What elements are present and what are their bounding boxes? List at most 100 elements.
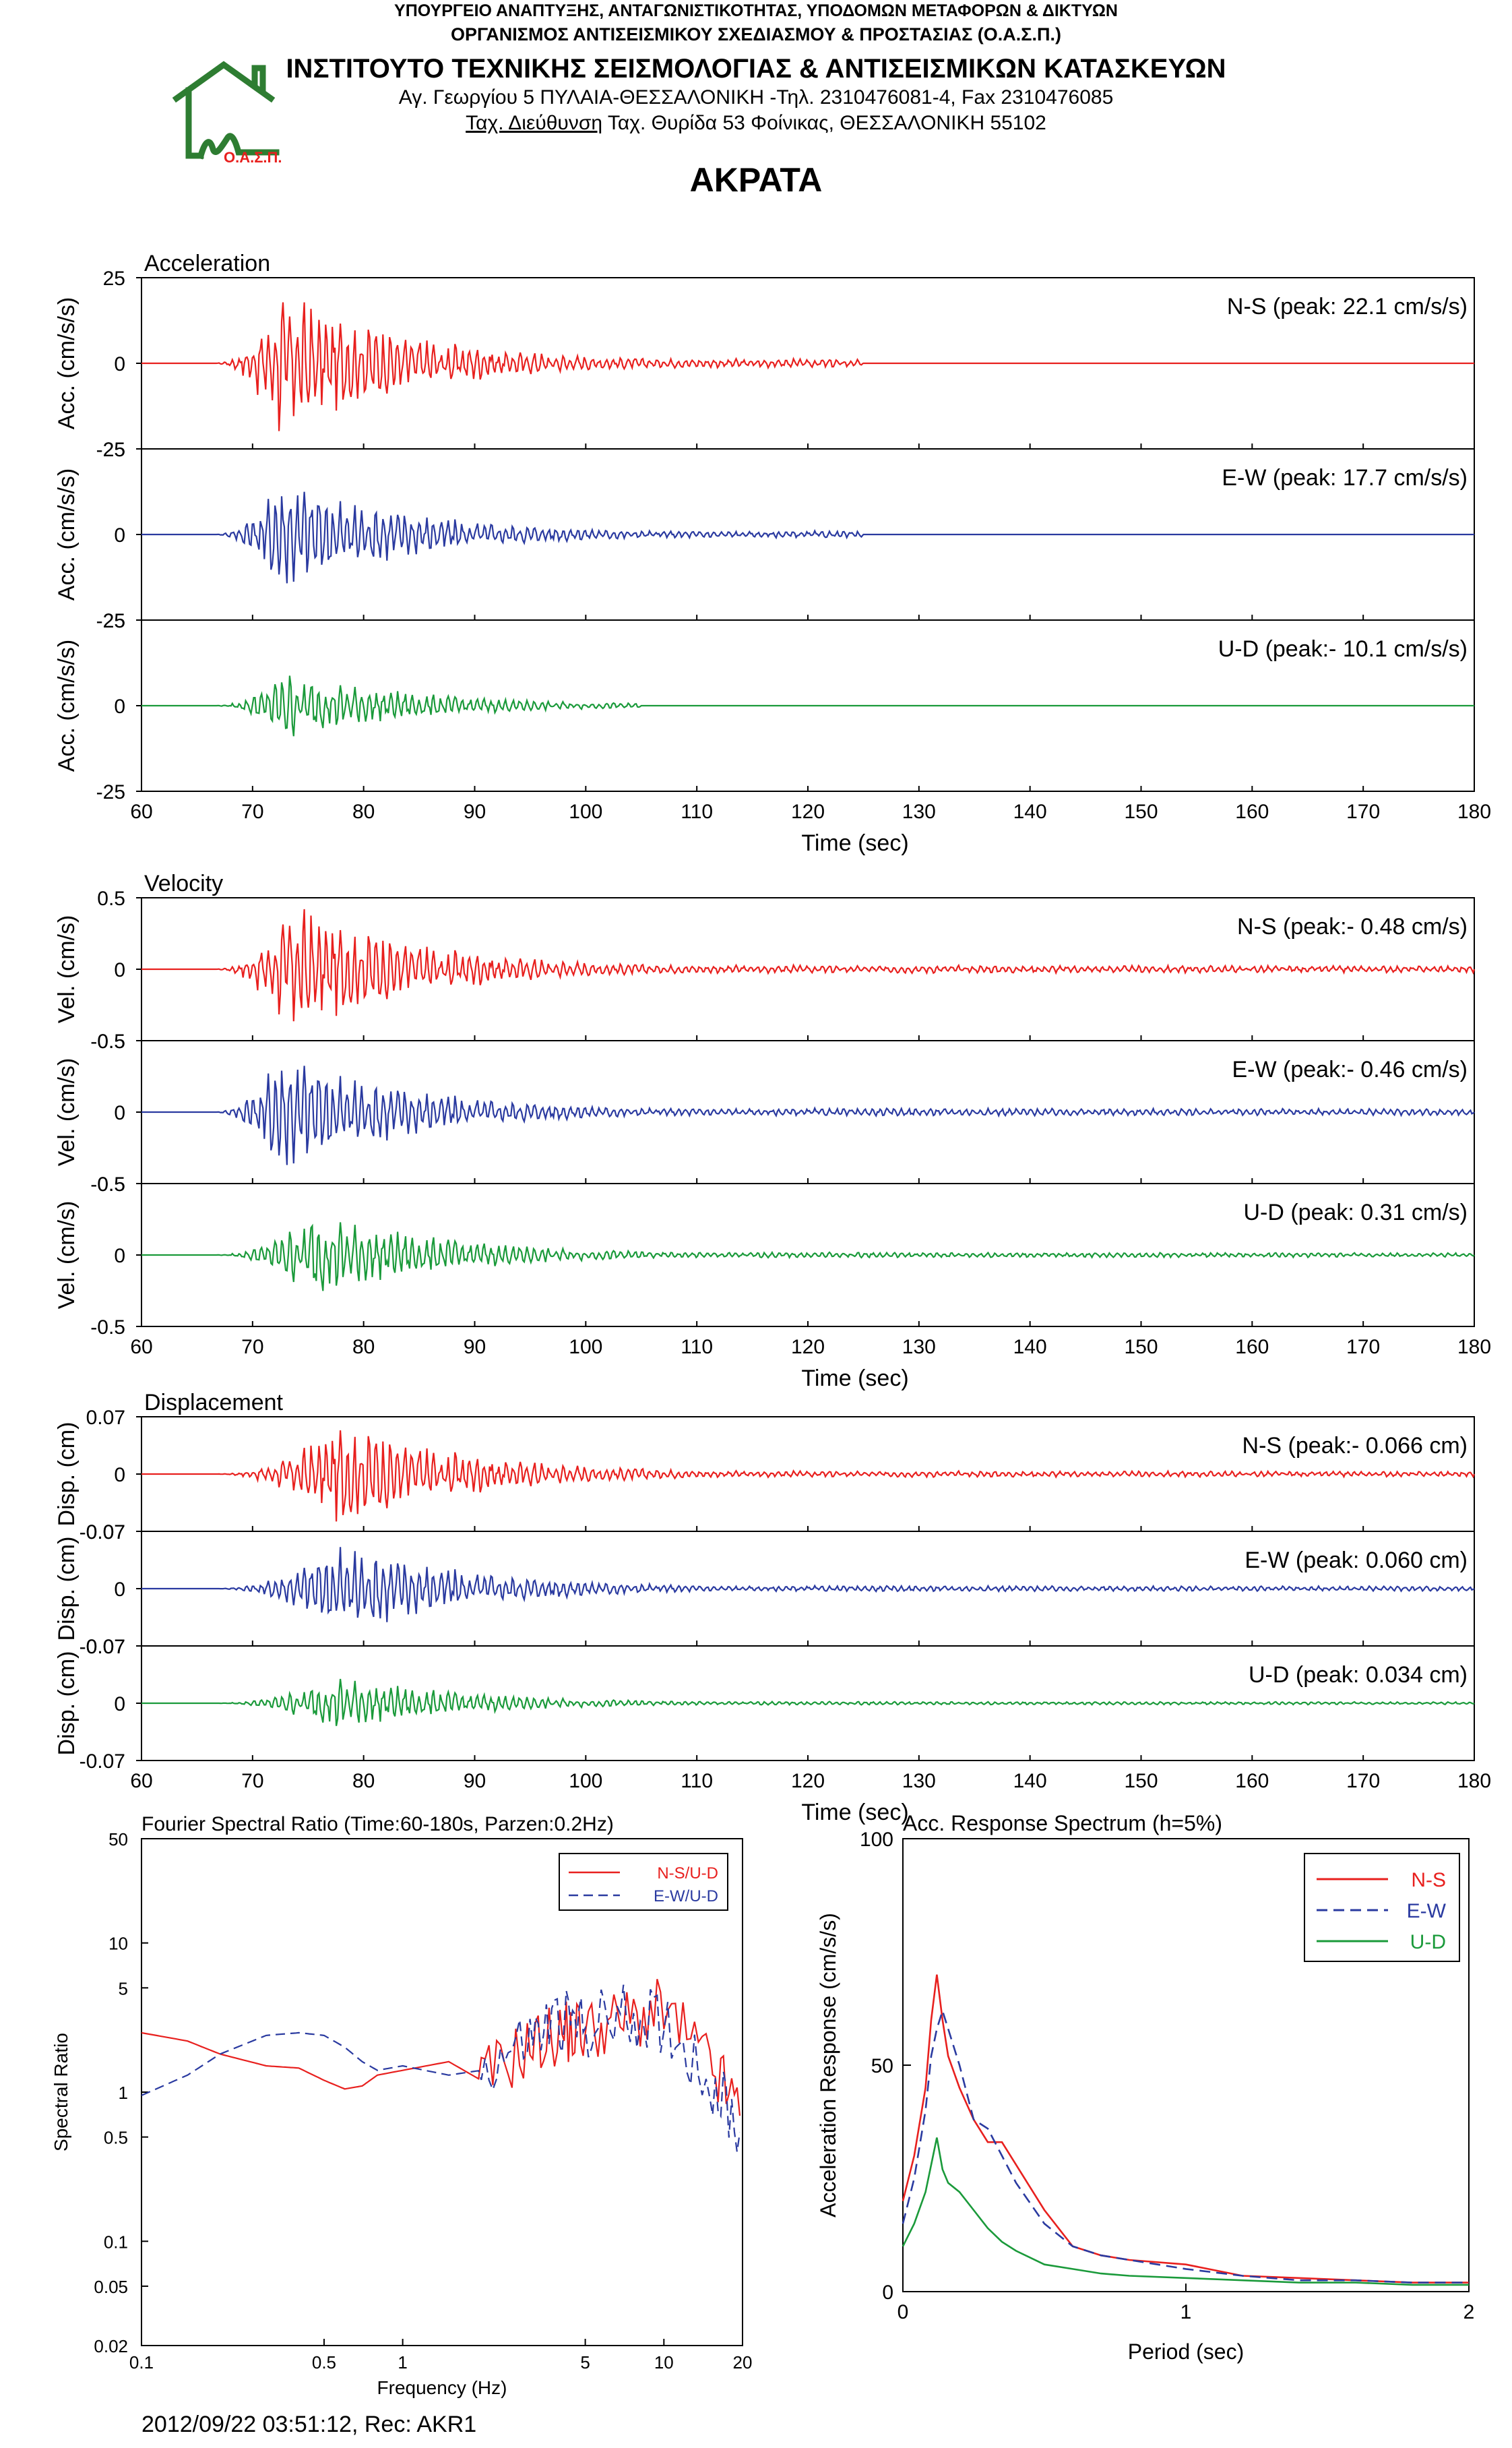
legend-label: E-W — [1407, 1900, 1447, 1922]
y-tick-label: 0 — [114, 1693, 125, 1715]
y-axis-label: Disp. (cm) — [54, 1422, 80, 1527]
velocity-chart: Velocity 0.5 0 -0.5 N-S (peak:- 0.48 cm/s) Ve… — [54, 871, 1491, 1391]
y-tick-label: 0 — [114, 1245, 125, 1267]
y-tick-label: -0.07 — [80, 1636, 125, 1658]
x-tick-label: 130 — [902, 1770, 936, 1792]
x-axis-label: Frequency (Hz) — [377, 2377, 507, 2398]
address-line: Αγ. Γεωργίου 5 ΠΥΛΑΙΑ-ΘΕΣΣΑΛΟΝΙΚΗ -Τηλ. … — [398, 86, 1114, 109]
x-tick-label: 120 — [791, 801, 825, 823]
x-tick-label: 170 — [1346, 801, 1380, 823]
y-axis-label: Vel. (cm/s) — [54, 1201, 80, 1310]
x-tick-label: 180 — [1457, 801, 1491, 823]
x-tick-label: 20 — [733, 2352, 753, 2373]
series-peak-label: N-S (peak:- 0.066 cm) — [1242, 1433, 1468, 1459]
y-tick-label: 0 — [882, 2282, 893, 2304]
y-tick-label: -0.07 — [80, 1750, 125, 1773]
legend-box — [1304, 1853, 1460, 1962]
series-peak-label: N-S (peak:- 0.48 cm/s) — [1237, 914, 1468, 940]
x-tick-label: 160 — [1235, 801, 1269, 823]
y-tick-label: 0 — [114, 1579, 125, 1601]
organization-line: ΟΡΓΑΝΙΣΜΟΣ ΑΝΤΙΣΕΙΣΜΙΚΟΥ ΣΧΕΔΙΑΣΜΟΥ & ΠΡ… — [451, 24, 1061, 44]
x-tick-label: 1 — [398, 2352, 407, 2373]
series-e-w-trace — [141, 1066, 1475, 1165]
chart-title: Acc. Response Spectrum (h=5%) — [903, 1811, 1222, 1835]
series-e-w-u-d-line — [141, 1984, 741, 2152]
y-tick-label: 0.05 — [94, 2277, 128, 2297]
y-tick-label: 0.5 — [97, 888, 125, 910]
plot-frame — [141, 1838, 743, 2346]
x-tick-label: 120 — [791, 1770, 825, 1792]
x-axis-label: Time (sec) — [801, 830, 908, 856]
postal-line: Ταχ. Διεύθυνση Ταχ. Θυρίδα 53 Φοίνικας, … — [0, 112, 1512, 135]
x-tick-label: 70 — [241, 1770, 263, 1792]
x-tick-label: 110 — [681, 1770, 713, 1792]
y-tick-label: -0.5 — [90, 1173, 125, 1196]
x-tick-label: 140 — [1013, 1336, 1047, 1358]
postal-address: Ταχ. Θυρίδα 53 Φοίνικας, ΘΕΣΣΑΛΟΝΙΚΗ 551… — [602, 112, 1046, 134]
series-peak-label: U-D (peak: 0.31 cm/s) — [1243, 1200, 1468, 1225]
x-tick-label: 60 — [130, 1336, 152, 1358]
y-tick-label: 0 — [114, 696, 125, 718]
y-tick-label: 0.07 — [86, 1636, 125, 1658]
x-tick-label: 160 — [1235, 1770, 1269, 1792]
x-tick-label: 90 — [464, 1336, 486, 1358]
x-tick-label: 110 — [681, 801, 713, 823]
x-tick-label: 140 — [1013, 1770, 1047, 1792]
y-tick-label: 25 — [103, 268, 125, 290]
legend-label: N-S/U-D — [657, 1864, 718, 1883]
series-n-s-trace — [141, 1430, 1476, 1522]
series-u-d-line — [902, 2137, 1469, 2286]
displacement-chart: Displacement 0.07 0 -0.07 N-S (peak:- 0.066 … — [54, 1390, 1491, 1825]
oasp-logo: Ο.Α.Σ.Π. — [168, 58, 310, 166]
x-tick-label: 180 — [1457, 1336, 1491, 1358]
y-axis-label: Acc. (cm/s/s) — [54, 468, 80, 601]
postal-label: Ταχ. Διεύθυνση — [466, 112, 603, 134]
chart-title: Velocity — [144, 871, 223, 896]
series-n-s-trace — [141, 302, 1474, 431]
y-tick-label: -25 — [96, 439, 125, 461]
y-tick-label: 0.5 — [97, 1031, 125, 1053]
x-tick-label: 2 — [1463, 2301, 1475, 2323]
x-tick-label: 90 — [464, 1770, 486, 1792]
y-tick-label: 0 — [114, 353, 125, 375]
y-tick-label: -0.07 — [80, 1521, 125, 1543]
response-spectrum-chart: Acc. Response Spectrum (h=5%) 0 50 100 0 1 2 Pe… — [816, 1811, 1475, 2364]
y-tick-label: 0 — [114, 959, 125, 981]
y-tick-label: 0 — [114, 1464, 125, 1486]
y-axis-label: Acc. (cm/s/s) — [54, 297, 80, 429]
x-tick-label: 100 — [569, 1770, 602, 1792]
ministry-line: ΥΠΟΥΡΓΕΙΟ ΑΝΑΠΤΥΞΗΣ, ΑΝΤΑΓΩΝΙΣΤΙΚΟΤΗΤΑΣ,… — [394, 1, 1118, 20]
x-tick-label: 120 — [791, 1336, 825, 1358]
series-n-s-line — [902, 1974, 1469, 2284]
x-tick-label: 0 — [897, 2301, 909, 2323]
series-peak-label: E-W (peak: 0.060 cm) — [1245, 1548, 1468, 1573]
x-tick-label: 110 — [681, 1336, 713, 1358]
y-tick-label: -0.5 — [90, 1316, 125, 1339]
series-n-s-u-d-line — [141, 1979, 741, 2116]
legend-label: U-D — [1410, 1931, 1446, 1953]
x-tick-label: 5 — [580, 2352, 590, 2373]
y-tick-label: 1 — [119, 2083, 128, 2103]
series-n-s-trace — [141, 909, 1476, 1022]
x-tick-label: 80 — [352, 1336, 375, 1358]
x-tick-label: 150 — [1124, 1336, 1158, 1358]
y-tick-label: 5 — [119, 1978, 128, 1998]
series-e-w-line — [902, 2008, 1469, 2284]
y-axis-label: Spectral Ratio — [51, 2033, 71, 2151]
x-tick-label: 100 — [569, 1336, 602, 1358]
x-tick-label: 170 — [1346, 1336, 1380, 1358]
fourier-spectral-ratio-chart: Fourier Spectral Ratio (Time:60-180s, Pa… — [51, 1813, 753, 2398]
y-tick-label: 100 — [860, 1829, 893, 1851]
y-tick-label: 50 — [871, 2055, 893, 2077]
y-tick-label: 25 — [103, 610, 125, 632]
series-e-w-trace — [141, 1547, 1475, 1622]
y-tick-label: 10 — [108, 1934, 128, 1954]
acceleration-chart: Acceleration 25 0 -25 N-S (peak: 22.1 cm/s/s… — [54, 251, 1491, 856]
x-tick-label: 0.1 — [129, 2352, 154, 2373]
series-e-w-trace — [141, 491, 1474, 584]
series-u-d-trace — [141, 675, 1474, 737]
chart-title: Acceleration — [144, 251, 270, 276]
series-u-d-trace — [141, 1222, 1475, 1291]
legend-label: E-W/U-D — [654, 1887, 718, 1905]
y-axis-label: Vel. (cm/s) — [54, 915, 80, 1024]
